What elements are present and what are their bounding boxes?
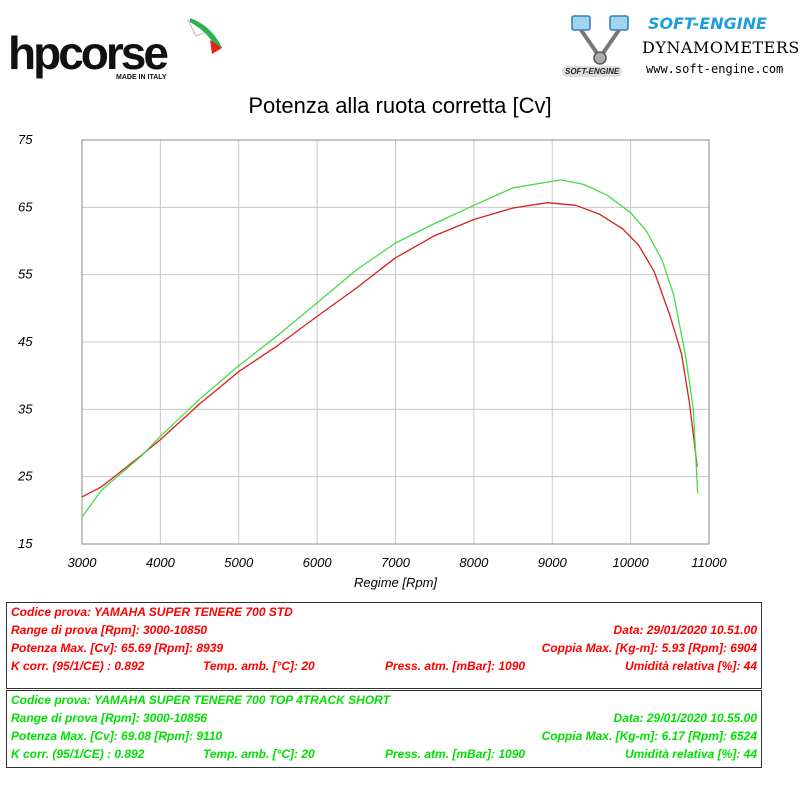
x-tick-label-7: 10000	[613, 555, 650, 570]
std-potenza: Potenza Max. [Cv]: 65.69 [Rpm]: 8939	[11, 641, 224, 655]
std-codice: Codice prova: YAMAHA SUPER TENERE 700 ST…	[11, 605, 293, 619]
x-tick-label-0: 3000	[68, 555, 98, 570]
soft-engine-logo: SOFT-ENGINE SOFT-ENGINE DYNAMOMETERS www…	[556, 10, 800, 90]
std-data: Data: 29/01/2020 10.51.00	[613, 623, 757, 637]
x-axis-label: Regime [Rpm]	[354, 575, 437, 590]
soft-engine-brand: SOFT-ENGINE	[648, 14, 767, 33]
y-tick-label-6: 75	[18, 132, 33, 147]
std-press: Press. atm. [mBar]: 1090	[385, 659, 526, 673]
y-tick-label-4: 55	[18, 267, 33, 282]
chart-title: Potenza alla ruota corretta [Cv]	[248, 93, 552, 118]
chart-series	[81, 179, 699, 518]
x-tick-label-4: 7000	[381, 555, 411, 570]
run-info-std: Codice prova: YAMAHA SUPER TENERE 700 ST…	[6, 602, 762, 689]
y-tick-label-3: 45	[18, 334, 33, 349]
hpcorse-logo-text: hpcorse	[8, 27, 169, 79]
top-data: Data: 29/01/2020 10.55.00	[613, 711, 757, 725]
top-range: Range di prova [Rpm]: 3000-10856	[11, 711, 208, 725]
x-tick-label-3: 6000	[303, 555, 333, 570]
top-coppia: Coppia Max. [Kg-m]: 6.17 [Rpm]: 6524	[541, 729, 757, 743]
std-temp: Temp. amb. [°C]: 20	[203, 659, 315, 673]
y-tick-label-5: 65	[18, 199, 33, 214]
run-info-top: Codice prova: YAMAHA SUPER TENERE 700 TO…	[6, 690, 762, 768]
top-temp: Temp. amb. [°C]: 20	[203, 747, 315, 761]
top-potenza: Potenza Max. [Cv]: 69.08 [Rpm]: 9110	[11, 729, 223, 743]
std-kcorr: K corr. (95/1/CE) : 0.892	[11, 659, 145, 673]
hpcorse-logo: hpcorse MADE IN ITALY	[6, 12, 226, 82]
y-tick-labels: 15 25 35 45 55 65 75	[17, 132, 33, 551]
std-range: Range di prova [Rpm]: 3000-10850	[11, 623, 208, 637]
dynamometers-title: DYNAMOMETERS	[642, 38, 800, 57]
soft-engine-url: www.soft-engine.com	[646, 62, 784, 76]
top-codice: Codice prova: YAMAHA SUPER TENERE 700 TO…	[11, 693, 390, 707]
std-umid: Umidità relativa [%]: 44	[624, 659, 757, 673]
hpcorse-tagline: MADE IN ITALY	[116, 74, 167, 81]
pistons-icon	[571, 15, 629, 65]
italian-flag-swoosh-icon	[186, 18, 222, 54]
top-umid: Umidità relativa [%]: 44	[624, 747, 757, 761]
y-tick-label-1: 25	[17, 469, 33, 484]
x-tick-label-2: 5000	[224, 555, 254, 570]
x-tick-label-6: 9000	[538, 555, 568, 570]
top-press: Press. atm. [mBar]: 1090	[385, 747, 526, 761]
x-tick-label-1: 4000	[146, 555, 176, 570]
y-tick-label-0: 15	[18, 536, 33, 551]
soft-engine-badge: SOFT-ENGINE	[562, 66, 623, 77]
series-line-1	[81, 179, 699, 518]
series-line-0	[81, 202, 698, 498]
plot-frame	[81, 139, 710, 545]
y-tick-label-2: 35	[18, 401, 33, 416]
top-kcorr: K corr. (95/1/CE) : 0.892	[11, 747, 145, 761]
x-tick-label-5: 8000	[459, 555, 489, 570]
std-coppia: Coppia Max. [Kg-m]: 5.93 [Rpm]: 6904	[541, 641, 757, 655]
x-tick-labels: 3000 4000 5000 6000 7000 8000 9000 10000 11000	[68, 555, 728, 570]
power-chart: 15 25 35 45 55 65 75 3000 4000 5000 6000 7000 8000 9…	[17, 132, 728, 590]
x-tick-label-8: 11000	[691, 555, 727, 570]
